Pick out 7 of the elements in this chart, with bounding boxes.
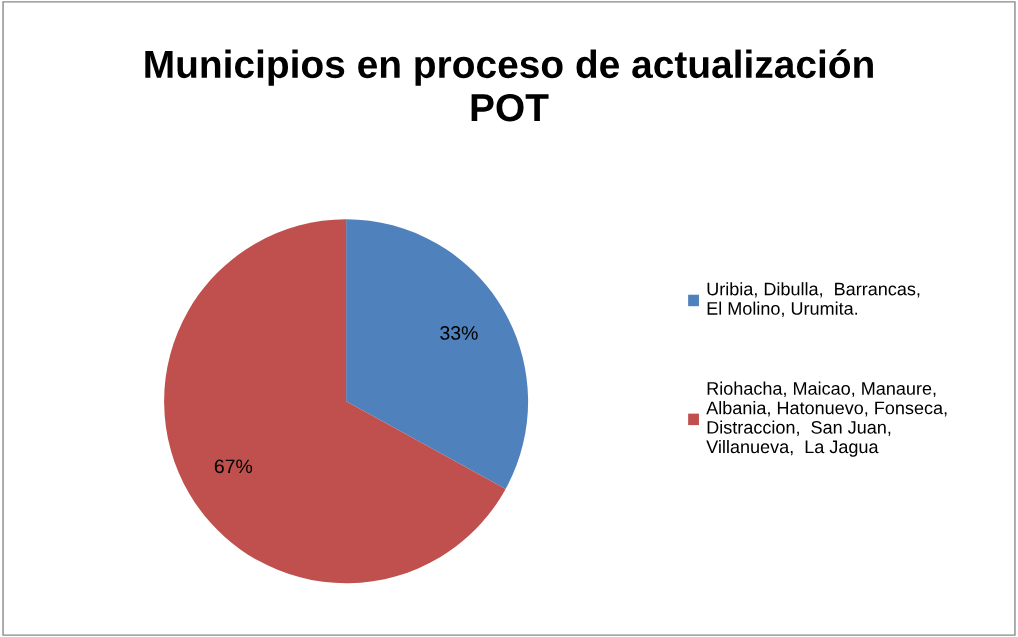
pie-slice	[346, 219, 529, 489]
pie-slice	[164, 219, 506, 584]
legend-label: Riohacha, Maicao, Manaure, Albania, Hatonuevo, Fonseca, Distraccion, San Juan, Villanueva, La Jagua	[706, 381, 947, 457]
data-label: 33%	[440, 326, 478, 340]
chart-title: Municipios en proceso de actualización POT	[145, 49, 873, 122]
data-label: 67%	[214, 459, 253, 474]
legend-label: Uribia, Dibulla, Barrancas, El Molino, Urumita.	[707, 282, 920, 317]
